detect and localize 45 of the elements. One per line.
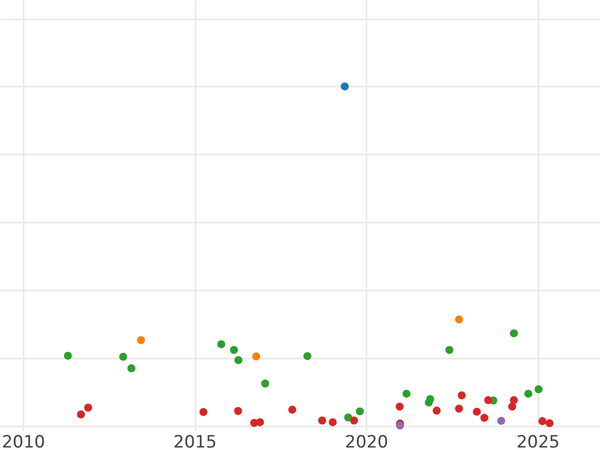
point (508, 402, 516, 411)
point (432, 406, 441, 415)
point (480, 414, 488, 422)
point (234, 356, 242, 364)
point (127, 364, 136, 372)
point (484, 396, 492, 404)
point (445, 346, 454, 354)
point (199, 408, 208, 416)
point (350, 416, 358, 424)
point (344, 413, 352, 422)
point (510, 396, 518, 404)
point (76, 410, 85, 418)
point (455, 404, 464, 413)
point (458, 391, 466, 400)
point (318, 416, 326, 424)
point (472, 408, 481, 416)
point (119, 352, 128, 361)
point (524, 390, 532, 398)
point (356, 407, 364, 416)
point (455, 315, 464, 324)
point (510, 329, 518, 338)
point (328, 418, 337, 426)
point (426, 395, 434, 404)
point (136, 336, 145, 344)
point (534, 385, 543, 394)
point (288, 406, 296, 414)
x-tick-label: 2025 (516, 432, 560, 450)
point (256, 418, 264, 426)
point (303, 352, 312, 360)
point (497, 416, 506, 425)
x-tick-label: 2010 (2, 432, 46, 450)
point (402, 390, 411, 398)
point (340, 82, 349, 90)
point (546, 419, 554, 428)
point (234, 407, 242, 415)
point (230, 346, 238, 354)
point (538, 417, 546, 426)
point (84, 404, 92, 412)
point (261, 380, 270, 388)
x-tick-label: 2020 (344, 432, 388, 450)
point (217, 340, 226, 348)
point (64, 352, 72, 360)
point (252, 352, 260, 360)
x-tick-label: 2015 (173, 432, 217, 450)
point (396, 402, 404, 411)
